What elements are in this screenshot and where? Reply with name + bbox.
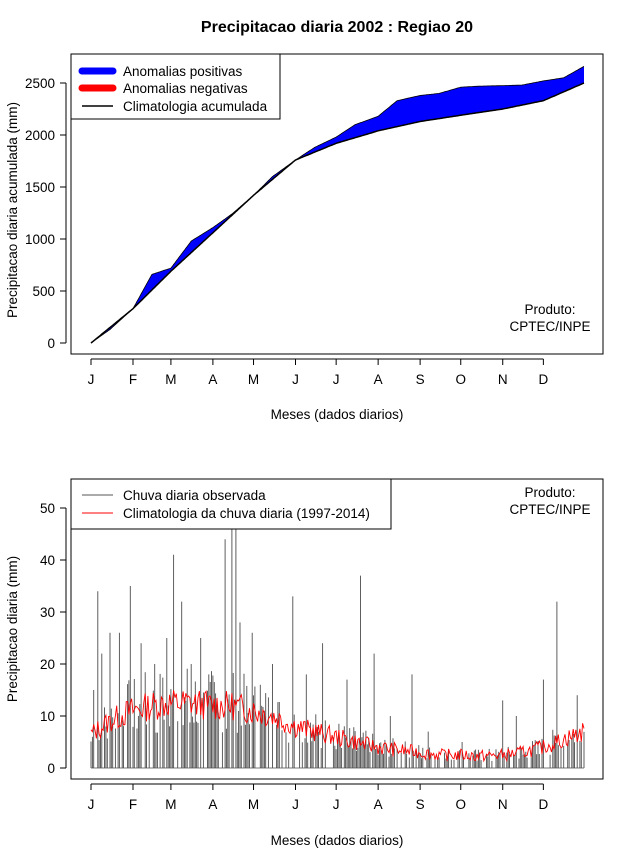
x-tick-label-j: J bbox=[292, 372, 299, 387]
climatology-cumulative-line bbox=[90, 82, 585, 344]
page-title: Precipitacao diaria 2002 : Regiao 20 bbox=[201, 19, 473, 36]
credit-line-1: Produto: bbox=[524, 302, 575, 317]
y-tick-label: 0 bbox=[47, 761, 55, 776]
x-tick-label-n: N bbox=[498, 372, 508, 387]
x-tick-label-s: S bbox=[416, 372, 425, 387]
x-tick-label-a: A bbox=[374, 797, 383, 812]
x-tick-label-a: A bbox=[374, 372, 383, 387]
legend-label-observed: Chuva diaria observada bbox=[123, 488, 266, 503]
plot-frame bbox=[70, 53, 604, 355]
positive-anomaly-area bbox=[91, 66, 584, 344]
x-tick-label-a: A bbox=[208, 797, 217, 812]
x-tick-label-j: J bbox=[333, 797, 340, 812]
x-tick-label-a: A bbox=[208, 372, 217, 387]
x-tick-label-o: O bbox=[455, 372, 466, 387]
y-tick-label: 10 bbox=[40, 709, 55, 724]
x-tick-label-m: M bbox=[248, 797, 259, 812]
credit-line-2: CPTEC/INPE bbox=[509, 319, 590, 334]
daily-precipitation-chart: 0 10 20 30 40 50 J F M A M J J A S O N D Precipitacao di… bbox=[5, 478, 604, 848]
x-tick-label-f: F bbox=[129, 372, 137, 387]
legend: Anomalias positivas Anomalias negativas … bbox=[70, 53, 281, 120]
legend-label-negative: Anomalias negativas bbox=[123, 81, 248, 96]
credit-line-1: Produto: bbox=[524, 485, 575, 500]
x-tick-label-d: D bbox=[538, 797, 548, 812]
x-tick-label-j: J bbox=[292, 797, 299, 812]
credit-line-2: CPTEC/INPE bbox=[509, 502, 590, 517]
y-tick-label: 500 bbox=[32, 284, 55, 299]
x-tick-label-m: M bbox=[165, 372, 176, 387]
legend: Chuva diaria observada Climatologia da c… bbox=[70, 478, 392, 530]
y-tick-label: 50 bbox=[40, 501, 55, 516]
cumulative-precipitation-chart: 0 500 1000 1500 2000 2500 J F M A M J J A S O N D Precip… bbox=[5, 53, 604, 422]
daily-bars bbox=[90, 492, 585, 769]
x-tick-label-o: O bbox=[455, 797, 466, 812]
series-layer bbox=[90, 66, 585, 344]
anomaly-bands bbox=[91, 66, 584, 344]
x-tick-label-n: N bbox=[498, 797, 508, 812]
y-tick-label: 20 bbox=[40, 657, 55, 672]
y-axis-label: Precipitacao diaria acumulada (mm) bbox=[5, 102, 20, 318]
x-tick-label-f: F bbox=[129, 797, 137, 812]
x-axis-label: Meses (dados diarios) bbox=[271, 833, 404, 848]
x-tick-label-j: J bbox=[88, 797, 95, 812]
y-tick-label: 30 bbox=[40, 605, 55, 620]
observed-cumulative-line bbox=[90, 66, 585, 344]
y-tick-label: 1000 bbox=[25, 232, 55, 247]
legend-box bbox=[70, 478, 392, 530]
x-tick-label-j: J bbox=[333, 372, 340, 387]
x-axis-label: Meses (dados diarios) bbox=[271, 407, 404, 422]
y-tick-label: 0 bbox=[47, 336, 55, 351]
climatology-layer bbox=[90, 690, 585, 763]
y-axis: 0 10 20 30 40 50 bbox=[40, 501, 67, 776]
x-tick-label-j: J bbox=[88, 372, 95, 387]
y-tick-label: 40 bbox=[40, 553, 55, 568]
legend-label-climatology: Climatologia da chuva diaria (1997-2014) bbox=[123, 506, 370, 521]
climatology-daily-line bbox=[90, 690, 585, 763]
y-tick-label: 1500 bbox=[25, 180, 55, 195]
x-tick-label-d: D bbox=[538, 372, 548, 387]
y-tick-label: 2500 bbox=[25, 76, 55, 91]
x-tick-label-m: M bbox=[248, 372, 259, 387]
x-tick-label-m: M bbox=[165, 797, 176, 812]
legend-label-climatology: Climatologia acumulada bbox=[123, 99, 268, 114]
y-axis-label: Precipitacao diaria (mm) bbox=[5, 556, 20, 702]
legend-label-positive: Anomalias positivas bbox=[123, 64, 243, 79]
x-tick-label-s: S bbox=[416, 797, 425, 812]
y-tick-label: 2000 bbox=[25, 128, 55, 143]
y-axis: 0 500 1000 1500 2000 2500 bbox=[25, 76, 67, 351]
